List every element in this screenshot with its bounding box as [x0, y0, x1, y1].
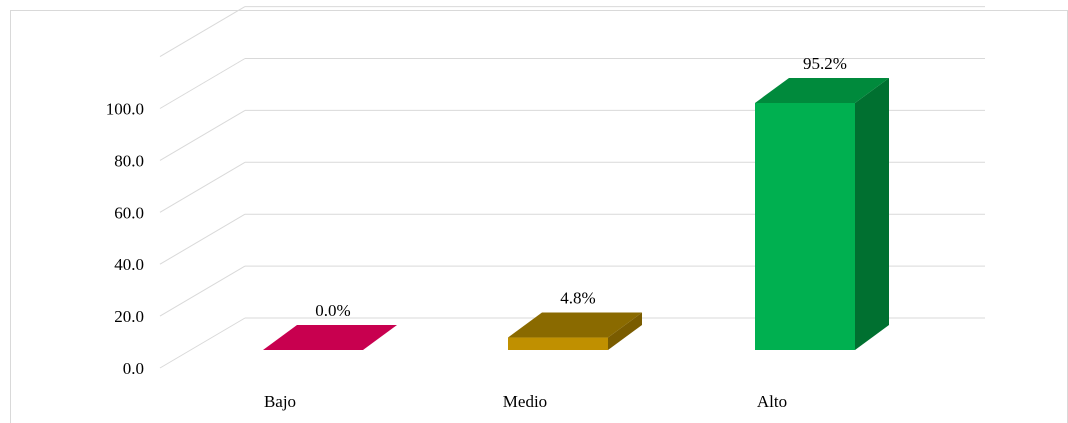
category-label: Alto: [757, 392, 787, 411]
gridline-diagonal: [159, 58, 246, 109]
bar-top: [755, 77, 889, 103]
bar-medio: [508, 312, 642, 350]
gridline-diagonal: [159, 213, 246, 265]
bar-top: [263, 325, 397, 350]
y-tick-label: 0.0: [123, 359, 144, 378]
gridline-diagonal: [159, 265, 246, 317]
category-label: Bajo: [264, 392, 296, 411]
gridline-diagonal: [159, 6, 246, 58]
gridline-diagonal: [159, 161, 246, 213]
gridlines: [159, 6, 985, 369]
y-tick-label: 20.0: [114, 307, 144, 326]
data-labels: 0.0% 4.8% 95.2%: [315, 54, 847, 320]
bar-front: [755, 102, 855, 351]
y-tick-label: 80.0: [114, 151, 144, 170]
bar-side: [608, 312, 642, 350]
bar-bajo: [263, 325, 397, 350]
gridline-diagonal: [159, 317, 246, 369]
gridline-diagonal: [159, 109, 246, 161]
y-tick-label: 60.0: [114, 203, 144, 222]
bar-top: [508, 312, 642, 338]
bars: [263, 77, 889, 351]
bar-front: [508, 337, 608, 350]
category-label: Medio: [503, 392, 547, 411]
x-axis-categories: Bajo Medio Alto: [264, 392, 787, 411]
data-label: 4.8%: [560, 289, 595, 308]
bar-side: [855, 77, 889, 351]
data-label: 0.0%: [315, 301, 350, 320]
y-tick-label: 100.0: [106, 100, 144, 119]
y-axis-ticks: 0.0 20.0 40.0 60.0 80.0 100.0: [106, 100, 144, 379]
y-tick-label: 40.0: [114, 255, 144, 274]
data-label: 95.2%: [803, 54, 847, 73]
bar-alto: [755, 77, 889, 351]
